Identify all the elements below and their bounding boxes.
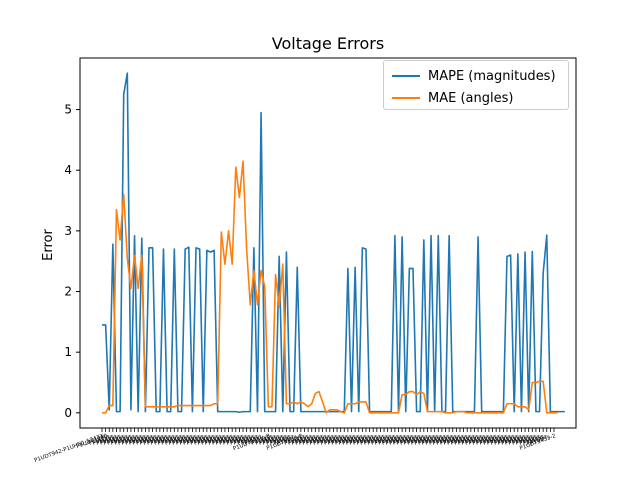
legend-item-mae: MAE (angles) [392, 89, 513, 107]
legend-label-mape: MAPE (magnitudes) [428, 68, 556, 84]
legend-label-mae: MAE (angles) [428, 90, 514, 106]
plot-frame [79, 57, 577, 429]
y-tick-label: 5 [64, 103, 72, 117]
y-tick-label: 1 [64, 345, 72, 359]
y-tick-label: 0 [64, 406, 72, 420]
chart-title: Voltage Errors [272, 34, 384, 53]
y-axis: 0 1 2 3 4 5 [64, 103, 80, 420]
legend: MAPE (magnitudes) MAE (angles) [383, 60, 569, 110]
x-axis: P1UDT942-P1UHS0_1247XP1UDT1040P1UDT...P1… [34, 428, 557, 464]
legend-swatch-mape [392, 75, 420, 77]
y-tick-label: 4 [64, 163, 72, 177]
series-line-mae [102, 160, 558, 414]
series-line-mape [102, 72, 565, 414]
y-tick-label: 2 [64, 285, 72, 299]
legend-swatch-mae [392, 97, 420, 99]
y-tick-label: 3 [64, 224, 72, 238]
y-axis-label: Error [41, 229, 56, 261]
legend-item-mape: MAPE (magnitudes) [392, 67, 556, 85]
series-lines [102, 72, 565, 414]
